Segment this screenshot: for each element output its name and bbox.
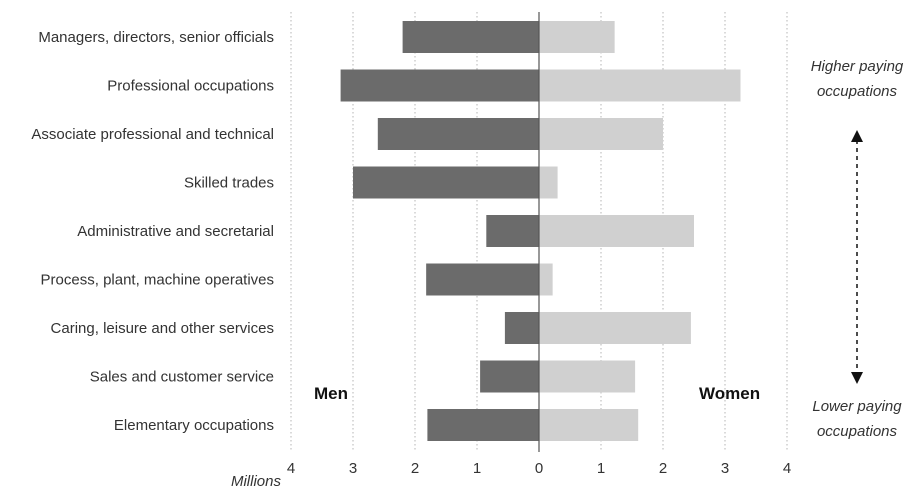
category-labels: Managers, directors, senior officials Pro…	[31, 29, 274, 434]
bars	[340, 21, 741, 441]
x-tick-label: 2	[659, 460, 667, 477]
women-bar	[539, 215, 694, 247]
higher-paying-annotation-line1: Higher paying	[811, 58, 904, 75]
women-bar	[539, 312, 691, 344]
arrow-up-icon	[851, 130, 863, 142]
lower-paying-annotation-line1: Lower paying	[812, 398, 902, 415]
men-bar	[340, 69, 539, 102]
women-bar	[539, 409, 639, 441]
category-label: Professional occupations	[107, 78, 274, 95]
category-label: Process, plant, machine operatives	[41, 272, 274, 289]
men-bar	[426, 263, 539, 296]
men-bar	[427, 409, 539, 441]
x-tick-label: 3	[721, 460, 729, 477]
men-bar	[377, 118, 539, 150]
men-bar	[504, 312, 539, 344]
x-tick-label: 3	[349, 460, 357, 477]
men-bar	[480, 360, 539, 393]
women-bar	[539, 166, 558, 199]
x-tick-label: 2	[411, 460, 419, 477]
arrow-down-icon	[851, 372, 863, 384]
x-tick-label: 4	[783, 460, 791, 477]
women-bar	[539, 360, 636, 393]
men-bar	[353, 166, 539, 199]
men-side-label: Men	[314, 384, 348, 403]
x-tick-label: 1	[597, 460, 605, 477]
category-label: Managers, directors, senior officials	[38, 29, 274, 46]
category-label: Administrative and secretarial	[77, 223, 274, 240]
x-tick-label: 4	[287, 460, 295, 477]
category-label: Caring, leisure and other services	[51, 320, 274, 337]
category-label: Associate professional and technical	[31, 126, 274, 143]
category-label: Skilled trades	[184, 175, 274, 192]
x-tick-labels: 4 3 2 1 0 1 2 3 4	[287, 460, 791, 477]
lower-paying-annotation-line2: occupations	[817, 423, 898, 440]
women-bar	[539, 69, 741, 102]
category-label: Sales and customer service	[90, 369, 274, 386]
x-axis-unit-label: Millions	[231, 473, 282, 489]
men-bar	[486, 215, 539, 247]
category-label: Elementary occupations	[114, 417, 274, 434]
men-bar	[402, 21, 539, 53]
higher-paying-annotation-line2: occupations	[817, 83, 898, 100]
x-tick-label: 0	[535, 460, 543, 477]
women-side-label: Women	[699, 384, 760, 403]
x-tick-label: 1	[473, 460, 481, 477]
women-bar	[539, 118, 663, 150]
women-bar	[539, 21, 615, 53]
women-bar	[539, 263, 553, 296]
